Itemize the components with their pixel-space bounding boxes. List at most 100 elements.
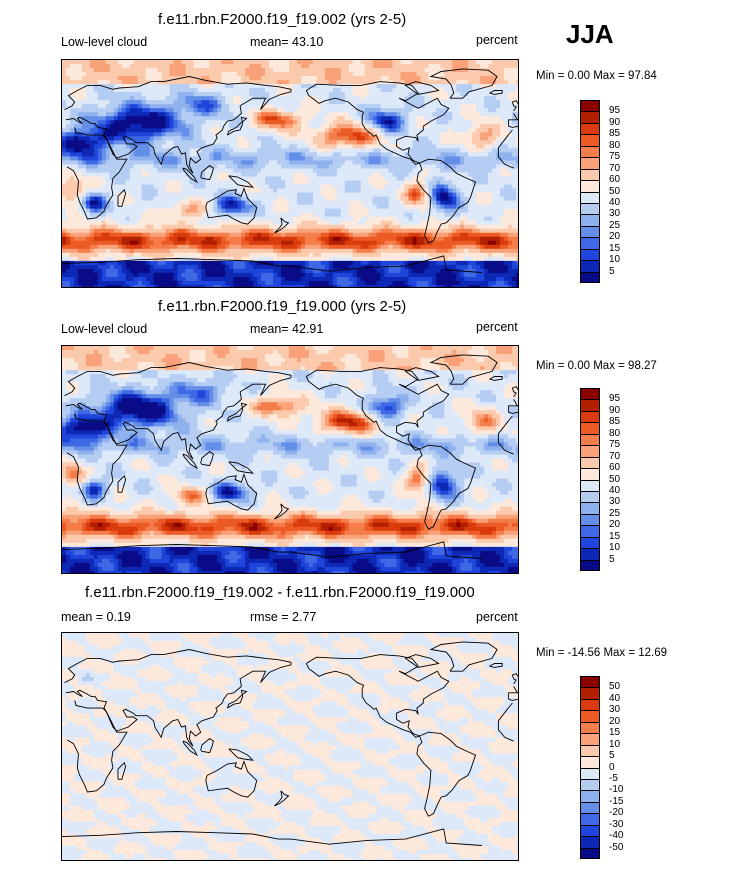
colorbar-swatch [580,191,600,203]
colorbar-label: 50 [609,681,621,693]
coastline [429,354,498,385]
panel1-variable: Low-level cloud [61,35,148,49]
colorbar-label: 15 [609,242,621,254]
panel2-minmax: Min = 0.00 Max = 98.27 [536,360,657,372]
coastline [226,402,248,422]
coastline [416,444,477,530]
colorbar-swatch [580,687,600,699]
colorbar-label: 25 [609,219,621,231]
colorbar-label: 20 [609,231,621,243]
coastline [274,790,290,807]
coastline [117,188,127,207]
colorbar-swatch [580,733,600,745]
colorbar-swatch [580,813,600,825]
coastline [200,738,214,754]
colorbar-label: -50 [609,841,624,853]
colorbar-swatch [580,790,600,802]
panel3-colorbar: 50 40 30 20 15 10 5 0 -5 -10 -15 -20 -30 -40 -50 [580,676,623,859]
colorbar-swatch [580,168,600,181]
coastline [62,828,482,846]
coastline [305,81,450,165]
colorbar-swatch [580,836,600,848]
colorbar-swatch [580,111,600,123]
panel1-units: percent [476,33,518,47]
panel1-mean: mean= 43.10 [250,35,324,49]
colorbar-swatch [580,399,600,411]
colorbar-swatch [580,490,600,503]
coastline [429,641,498,672]
coastline [117,474,127,493]
coastline [205,187,258,225]
colorbar-label: 90 [609,404,621,416]
coastline [274,503,290,520]
colorbar-swatch [580,271,600,283]
colorbar-swatch [580,260,600,272]
panel1-map [61,59,519,288]
coastline [429,68,498,99]
coastline [226,116,248,136]
season-label: JJA [566,19,614,49]
colorbar-label: 40 [609,692,621,704]
colorbar-swatch [580,145,600,158]
coastline [511,386,518,398]
coastline [62,541,482,559]
panel3-title: f.e11.rbn.F2000.f19_f19.002 - f.e11.rbn.… [85,584,475,601]
coastline [117,761,127,780]
panel3-contour-field [62,633,518,860]
colorbar-swatch [580,248,600,261]
colorbar-label: 30 [609,496,621,508]
colorbar-label: -15 [609,795,624,807]
colorbar-label: 85 [609,128,621,140]
colorbar-swatch [580,225,600,238]
coastline [404,367,440,381]
panel2-map [61,345,519,574]
colorbar-label: 0 [609,761,615,773]
colorbar-swatch [580,847,600,859]
panel3-units: percent [476,610,518,624]
colorbar-swatch [580,698,600,711]
coastline [416,731,477,817]
coastline [511,673,518,685]
colorbar-swatch [580,214,600,226]
coastline [205,473,258,511]
colorbar-label: 10 [609,254,621,266]
colorbar-label: 40 [609,484,621,496]
coastline [489,90,503,95]
panel1-colorbar: 95 90 85 80 75 70 60 50 40 30 25 20 15 10 5 [580,100,620,283]
colorbar-frame [580,100,600,283]
colorbar-frame [580,388,600,571]
panel1-contour-field [62,60,518,287]
coastline [200,165,214,181]
colorbar-label: 95 [609,105,621,117]
panel2-title: f.e11.rbn.F2000.f19_f19.000 (yrs 2-5) [158,298,407,315]
colorbar-swatch [580,756,600,768]
coastline [228,461,255,474]
coastline [182,167,199,184]
panel2-variable: Low-level cloud [61,322,148,336]
colorbar-swatch [580,237,600,249]
coastline [305,654,450,738]
colorbar-swatch [580,445,600,457]
colorbar-label: 85 [609,416,621,428]
coastline [66,700,514,793]
coastline [228,175,255,188]
colorbar-swatch [580,513,600,526]
colorbar-label: -10 [609,784,624,796]
colorbar-swatch [580,422,600,434]
coastline [182,740,199,757]
colorbar-swatch [580,525,600,537]
colorbar-label: 10 [609,738,621,750]
panel3-mean: mean = 0.19 [61,610,131,624]
colorbar-swatch [580,744,600,757]
panel2-mean: mean= 42.91 [250,322,324,336]
panel1-title: f.e11.rbn.F2000.f19_f19.002 (yrs 2-5) [158,11,407,28]
coastline [66,127,514,220]
colorbar-label: -5 [609,772,618,784]
colorbar-swatch [580,721,600,734]
colorbar-swatch [580,559,600,571]
colorbar-swatch [580,778,600,791]
colorbar-frame [580,676,600,859]
colorbar-label: 5 [609,265,615,277]
colorbar-label: 90 [609,116,621,128]
colorbar-swatch [580,456,600,469]
